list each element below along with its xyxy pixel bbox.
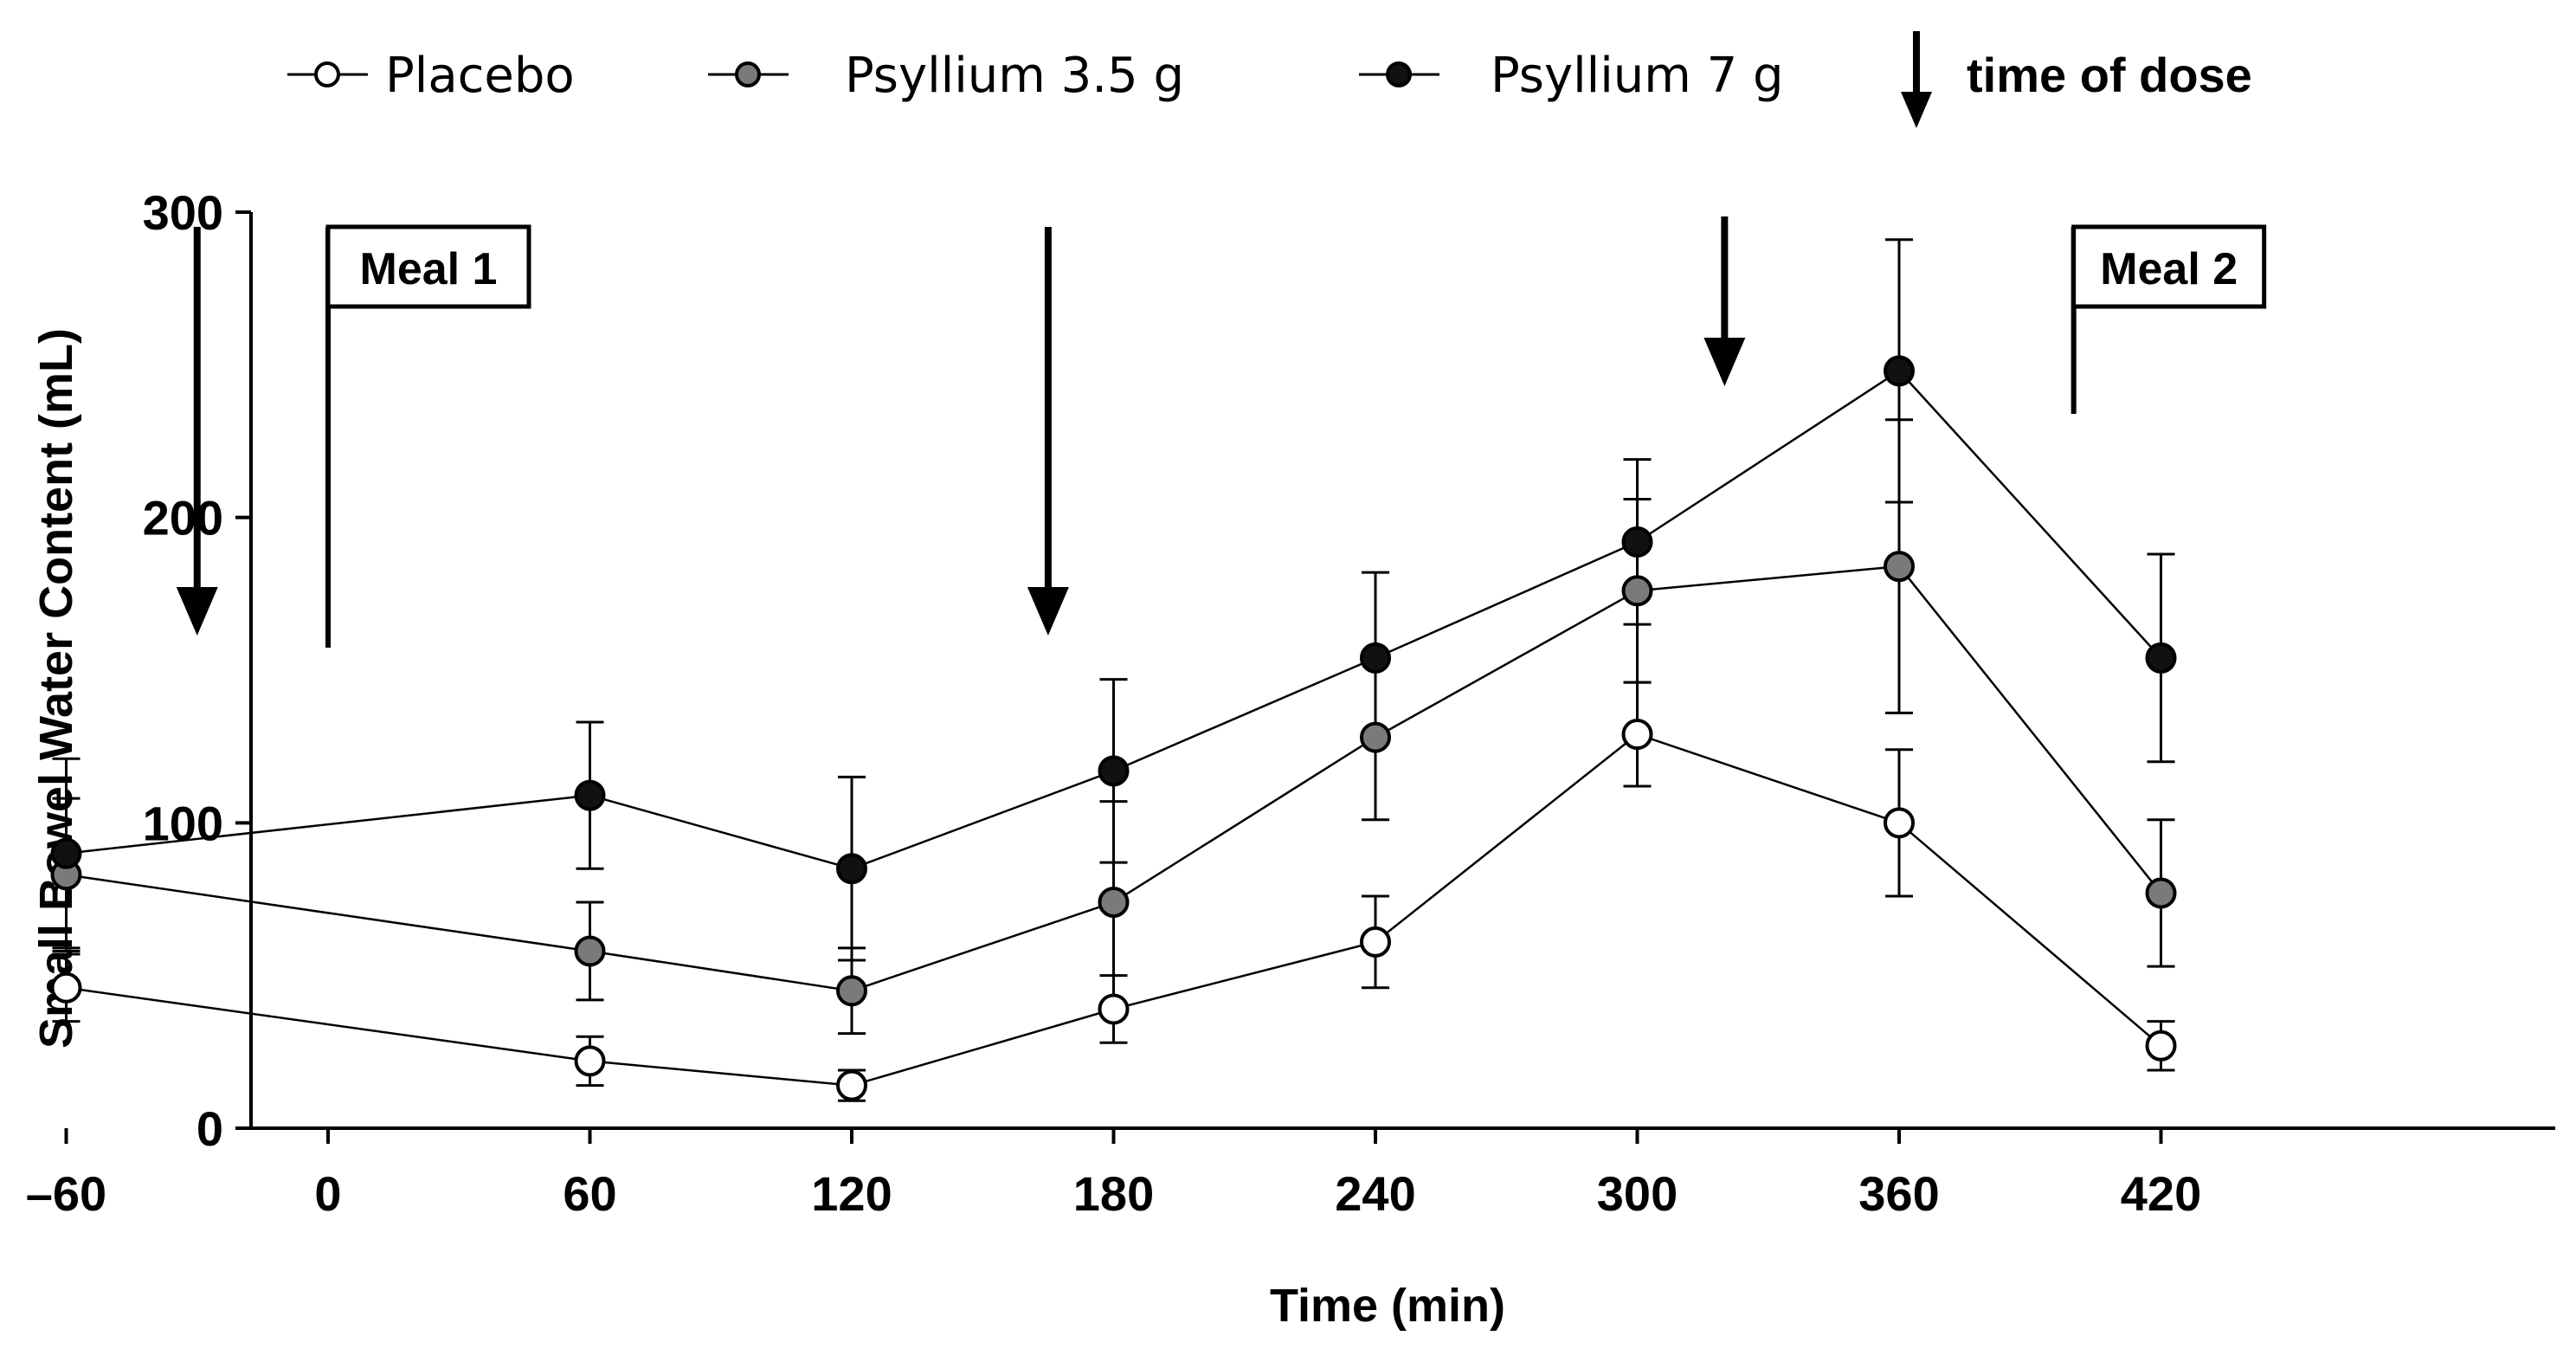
legend-label-time-of-dose: time of dose <box>1967 48 2252 102</box>
legend-item-placebo: Placebo <box>287 48 575 104</box>
legend-dose-arrowhead-icon <box>1901 92 1932 128</box>
y-axis-title: Small Bowel Water Content (mL) <box>30 328 82 1049</box>
legend-marker-placebo <box>314 61 340 87</box>
data-point-psyllium-7-g <box>1884 355 1916 387</box>
y-tick-label: 100 <box>143 796 223 850</box>
series-line-placebo <box>66 733 2162 1087</box>
data-point-placebo <box>1360 926 1392 958</box>
data-point-psyllium-7-g <box>1098 755 1130 787</box>
legend-marker-psyllium-7g <box>1386 61 1412 87</box>
dose-arrowhead-icon <box>1703 338 1746 386</box>
data-point-psyllium-7-g <box>1360 642 1392 674</box>
plot-area <box>50 238 2177 1102</box>
legend-item-psyllium-7g: Psyllium 7 g <box>1359 48 1784 104</box>
legend-item-psyllium-3-5g: Psyllium 3.5 g <box>708 48 1184 104</box>
data-point-psyllium-3-5-g <box>574 935 606 967</box>
data-point-psyllium-7-g <box>2145 642 2177 674</box>
meal-label-box <box>2071 224 2267 309</box>
data-point-psyllium-7-g <box>836 853 868 885</box>
dose-arrowhead-icon <box>176 587 218 636</box>
data-point-placebo <box>1098 993 1130 1025</box>
data-point-psyllium-3-5-g <box>1098 887 1130 919</box>
legend: Placebo Psyllium 3.5 g Psyllium 7 g time… <box>287 31 2252 128</box>
series-line-psyllium-3-5-g <box>66 565 2162 992</box>
x-tick-label: 360 <box>1858 1166 1939 1221</box>
data-point-psyllium-7-g <box>574 779 606 811</box>
data-point-placebo <box>836 1069 868 1101</box>
x-axis-title: Time (min) <box>1270 1280 1505 1332</box>
data-point-placebo <box>50 971 82 1004</box>
data-point-psyllium-3-5-g <box>1884 551 1916 583</box>
y-tick-label: 200 <box>143 491 223 545</box>
meal-label: Meal 1 <box>360 244 498 294</box>
legend-label-placebo: Placebo <box>385 48 575 104</box>
data-point-placebo <box>574 1045 606 1077</box>
x-tick-label: 120 <box>811 1166 892 1221</box>
dose-arrowhead-icon <box>1027 587 1069 636</box>
y-tick-label: 300 <box>143 185 223 240</box>
x-tick-label: 300 <box>1597 1166 1678 1221</box>
data-point-placebo <box>1621 719 1653 751</box>
data-point-psyllium-3-5-g <box>836 975 868 1007</box>
legend-label-psyllium-3-5g: Psyllium 3.5 g <box>845 48 1184 104</box>
meal-label: Meal 2 <box>2100 244 2238 294</box>
data-point-psyllium-7-g <box>1621 526 1653 558</box>
x-tick-label: 180 <box>1073 1166 1154 1221</box>
series-line-psyllium-7-g <box>66 369 2162 870</box>
data-point-placebo <box>2145 1030 2177 1062</box>
legend-marker-psyllium-3-5g <box>735 61 761 87</box>
data-point-placebo <box>1884 807 1916 839</box>
data-point-psyllium-3-5-g <box>1621 575 1653 607</box>
annotations: Meal 1 Meal 2 <box>176 216 2267 648</box>
y-tick-label: 0 <box>196 1101 223 1156</box>
x-tick-label: 0 <box>314 1166 341 1221</box>
x-tick-label: 240 <box>1335 1166 1415 1221</box>
data-point-psyllium-3-5-g <box>1360 721 1392 753</box>
x-tick-label: –60 <box>26 1166 106 1221</box>
x-tick-label: 60 <box>563 1166 616 1221</box>
data-point-psyllium-3-5-g <box>2145 877 2177 909</box>
data-point-psyllium-7-g <box>50 837 82 869</box>
legend-label-psyllium-7g: Psyllium 7 g <box>1491 48 1784 104</box>
meal-label-box <box>325 224 531 309</box>
x-tick-label: 420 <box>2121 1166 2201 1221</box>
legend-item-time-of-dose: time of dose <box>1901 31 2252 128</box>
axis-ticks: –60 0 60 120 180 240 300 360 420 0 100 200 300 <box>26 185 2201 1221</box>
